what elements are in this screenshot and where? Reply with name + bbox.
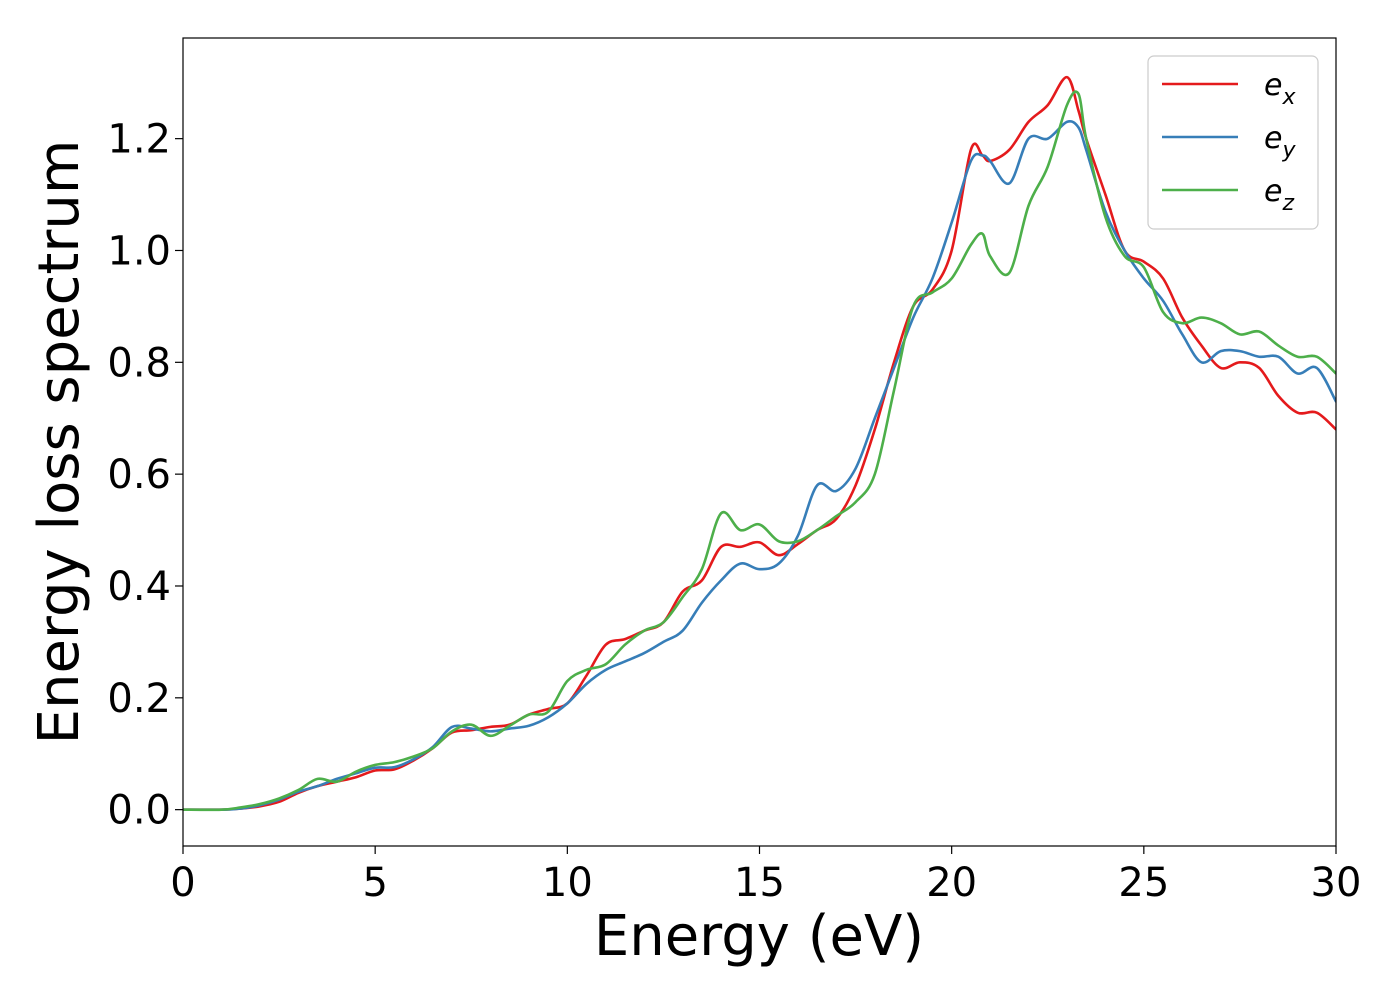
y-tick-label: 0.0 <box>107 788 171 834</box>
y-tick-label: 1.0 <box>107 228 171 274</box>
x-tick-label: 20 <box>926 860 977 906</box>
x-tick-label: 25 <box>1118 860 1169 906</box>
x-axis-ticks: 0 5 10 15 20 25 30 <box>170 846 1361 906</box>
x-tick-label: 0 <box>170 860 195 906</box>
y-axis-label: Energy loss spectrum <box>27 140 92 745</box>
y-tick-label: 0.2 <box>107 676 171 722</box>
series-line-y <box>183 120 1336 812</box>
series-line-z <box>183 90 1336 812</box>
y-tick-label: 0.8 <box>107 340 171 386</box>
y-tick-label: 0.6 <box>107 452 171 498</box>
x-axis-label: Energy (eV) <box>594 904 924 969</box>
x-tick-label: 10 <box>542 860 593 906</box>
y-axis-ticks: 0.0 0.2 0.4 0.6 0.8 1.0 1.2 <box>107 117 183 834</box>
series-line-x <box>183 75 1336 812</box>
x-tick-label: 15 <box>734 860 785 906</box>
y-tick-label: 1.2 <box>107 117 171 163</box>
x-tick-label: 30 <box>1311 860 1362 906</box>
x-tick-label: 5 <box>362 860 387 906</box>
series-layer <box>183 75 1336 812</box>
y-tick-label: 0.4 <box>107 564 171 610</box>
legend-box <box>1147 55 1319 230</box>
